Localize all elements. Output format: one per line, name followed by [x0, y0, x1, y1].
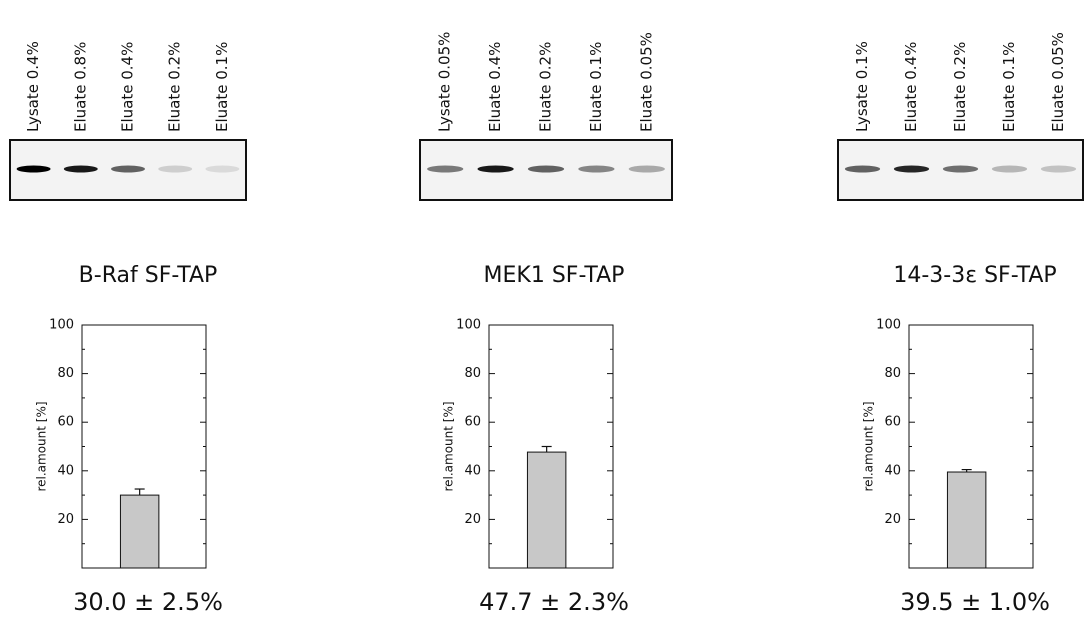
- lane-label: Eluate 0.4%: [486, 42, 504, 132]
- y-tick-label: 80: [57, 366, 74, 381]
- lane-label: Eluate 0.2%: [951, 42, 969, 132]
- blot-band: [992, 166, 1027, 173]
- bar: [947, 472, 985, 568]
- y-tick-label: 80: [884, 366, 901, 381]
- lane-label: Eluate 0.1%: [1000, 42, 1018, 132]
- blot-band: [158, 166, 192, 173]
- y-tick-label: 40: [57, 463, 74, 478]
- blot-band: [894, 166, 929, 173]
- y-tick-label: 60: [57, 415, 74, 430]
- result-caption: 30.0 ± 2.5%: [73, 588, 223, 616]
- lane-label: Eluate 0.05%: [637, 32, 655, 132]
- lane-label: Lysate 0.1%: [853, 41, 871, 132]
- panel-title: MEK1 SF-TAP: [484, 263, 625, 288]
- lane-label: Eluate 0.8%: [71, 42, 89, 132]
- blot-band: [17, 166, 51, 173]
- y-axis-label: rel.amount [%]: [442, 401, 456, 491]
- error-bar: [135, 489, 145, 495]
- y-tick-label: 100: [876, 318, 901, 333]
- blot-band: [205, 166, 239, 173]
- result-caption: 39.5 ± 1.0%: [900, 588, 1050, 616]
- lane-label: Eluate 0.1%: [587, 42, 605, 132]
- y-tick-label: 60: [884, 415, 901, 430]
- blot-band: [578, 166, 614, 173]
- y-tick-label: 20: [464, 512, 481, 527]
- error-bar: [542, 447, 552, 453]
- blot-band: [477, 166, 513, 173]
- blot-band: [528, 166, 564, 173]
- y-tick-label: 80: [464, 366, 481, 381]
- figure: Lysate 0.4% Eluate 0.8% Eluate 0.4% Eluate …: [0, 0, 1086, 617]
- y-axis-label: rel.amount [%]: [35, 401, 49, 491]
- lane-label: Eluate 0.4%: [119, 42, 137, 132]
- blot-band: [1041, 166, 1076, 173]
- lane-label: Lysate 0.4%: [24, 41, 42, 132]
- lane-label: Lysate 0.05%: [436, 32, 454, 132]
- y-tick-label: 100: [49, 318, 74, 333]
- blot-band: [629, 166, 665, 173]
- blot-band: [845, 166, 880, 173]
- panel-title: B-Raf SF-TAP: [79, 263, 218, 288]
- bar: [527, 452, 565, 568]
- bar: [120, 495, 158, 568]
- y-tick-label: 40: [884, 463, 901, 478]
- y-tick-label: 20: [57, 512, 74, 527]
- y-tick-label: 60: [464, 415, 481, 430]
- lane-label: Eluate 0.2%: [166, 42, 184, 132]
- y-tick-label: 100: [456, 318, 481, 333]
- lane-label: Eluate 0.2%: [537, 42, 555, 132]
- blot-band: [64, 166, 98, 173]
- y-tick-label: 40: [464, 463, 481, 478]
- result-caption: 47.7 ± 2.3%: [479, 588, 629, 616]
- blot-band: [943, 166, 978, 173]
- panel-title: 14-3-3ε SF-TAP: [893, 263, 1056, 288]
- lane-label: Eluate 0.1%: [213, 42, 231, 132]
- lane-label: Eluate 0.4%: [902, 42, 920, 132]
- y-axis-label: rel.amount [%]: [862, 401, 876, 491]
- lane-label: Eluate 0.05%: [1049, 32, 1067, 132]
- blot-band: [427, 166, 463, 173]
- y-tick-label: 20: [884, 512, 901, 527]
- blot-band: [111, 166, 145, 173]
